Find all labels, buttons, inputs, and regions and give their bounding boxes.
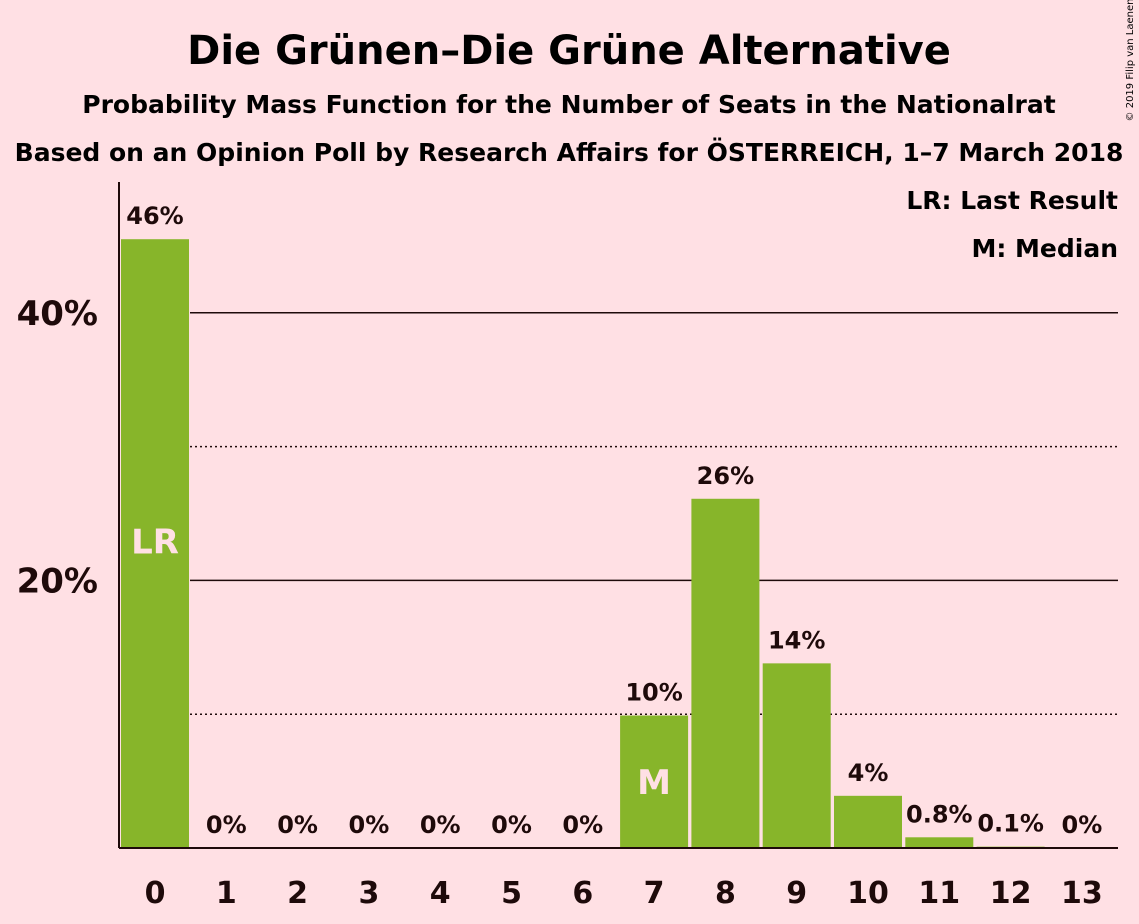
value-label: 0% [1062, 811, 1103, 839]
x-tick-label: 5 [501, 876, 522, 911]
x-tick-label: 2 [287, 876, 308, 911]
x-tick-label: 8 [715, 876, 736, 911]
value-label: 0% [277, 811, 318, 839]
copyright-note: © 2019 Filip van Laenen [1125, 0, 1136, 121]
y-tick-label: 40% [17, 294, 98, 334]
value-label: 0% [206, 811, 247, 839]
x-tick-label: 1 [216, 876, 237, 911]
value-label: 0% [349, 811, 390, 839]
axes: 20%40%0 1 2 3 4 5 6 7 8 9 10 11 12 13 [17, 182, 1118, 911]
gridlines [190, 312, 1118, 715]
chart-subtitle: Probability Mass Function for the Number… [82, 90, 1055, 119]
median-marker: M [637, 763, 671, 803]
x-tick-label: 9 [786, 876, 807, 911]
value-labels: 46% LR 0% 0% 0% 0% 0% 0% 10% M 26% 14% 4% 0.8% 0.1% 0% [126, 202, 1102, 839]
bar [620, 715, 689, 848]
x-tick-label: 6 [572, 876, 593, 911]
x-tick-label: 7 [644, 876, 665, 911]
value-label: 46% [126, 202, 183, 230]
bar [121, 239, 189, 848]
bar [691, 498, 760, 848]
value-label: 0.8% [906, 800, 973, 828]
value-label: 4% [848, 759, 889, 787]
bar [905, 837, 974, 848]
legend-median: M: Median [971, 234, 1118, 263]
x-tick-label: 13 [1061, 876, 1103, 911]
bar [834, 795, 902, 848]
x-tick-label: 11 [918, 876, 960, 911]
x-tick-label: 4 [430, 876, 451, 911]
bars [121, 239, 1045, 848]
value-label: 0% [562, 811, 603, 839]
value-label: 0.1% [977, 810, 1044, 838]
y-tick-label: 20% [17, 561, 98, 601]
value-label: 10% [625, 679, 682, 707]
x-tick-label: 3 [358, 876, 379, 911]
last-result-marker: LR [131, 523, 179, 563]
legend-last-result: LR: Last Result [906, 186, 1118, 215]
value-label: 0% [491, 811, 532, 839]
chart-title: Die Grünen–Die Grüne Alternative [187, 28, 951, 74]
x-tick-label: 10 [847, 876, 889, 911]
x-tick-label: 0 [145, 876, 166, 911]
x-tick-label: 12 [990, 876, 1032, 911]
value-label: 26% [697, 462, 754, 490]
value-label: 14% [768, 626, 825, 654]
value-label: 0% [420, 811, 461, 839]
chart-subtitle-poll: Based on an Opinion Poll by Research Aff… [15, 137, 1124, 167]
bar [762, 663, 831, 848]
